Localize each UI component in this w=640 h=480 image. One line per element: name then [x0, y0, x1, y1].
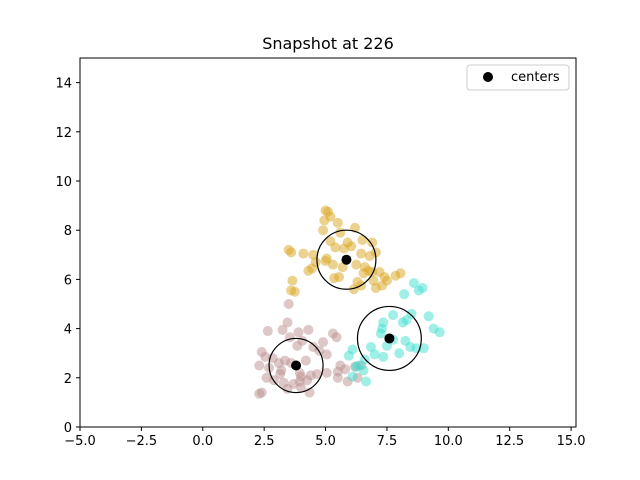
data-point	[351, 260, 361, 270]
data-point	[318, 337, 328, 347]
legend: centers	[467, 65, 569, 90]
data-point	[435, 327, 445, 337]
data-point	[333, 218, 343, 228]
data-point	[275, 369, 285, 379]
center-point	[291, 361, 301, 371]
legend-marker-centers	[483, 72, 493, 82]
data-point	[298, 249, 308, 259]
y-tick-label: 12	[55, 126, 72, 141]
y-tick-label: 8	[64, 224, 72, 239]
data-point	[284, 299, 294, 309]
data-point	[361, 376, 371, 386]
data-point	[254, 361, 264, 371]
y-tick-label: 14	[55, 77, 72, 92]
data-point	[357, 235, 367, 245]
data-point	[370, 349, 380, 359]
data-point	[348, 372, 358, 382]
data-point	[322, 349, 332, 359]
data-point	[263, 326, 273, 336]
x-tick-label: 0.0	[192, 434, 213, 449]
data-point	[329, 273, 339, 283]
legend-label-centers: centers	[511, 70, 560, 85]
data-point	[402, 315, 412, 325]
data-point	[278, 325, 288, 335]
y-tick-label: 2	[64, 372, 72, 387]
y-tick-label: 0	[64, 421, 72, 436]
data-point	[319, 215, 329, 225]
data-point	[351, 362, 361, 372]
data-point	[399, 289, 409, 299]
x-tick-label: −5.0	[64, 434, 96, 449]
chart-title: Snapshot at 226	[262, 34, 394, 53]
data-point	[294, 327, 304, 337]
center-point	[341, 255, 351, 265]
x-tick-label: 15.0	[557, 434, 586, 449]
data-point	[296, 372, 306, 382]
data-point	[318, 225, 328, 235]
x-tick-label: 5.0	[315, 434, 336, 449]
data-point	[376, 329, 386, 339]
data-point	[335, 228, 345, 238]
data-point	[301, 356, 311, 366]
x-tick-label: −2.5	[126, 434, 158, 449]
data-point	[303, 325, 313, 335]
data-point	[330, 242, 340, 252]
x-tick-label: 12.5	[495, 434, 524, 449]
data-point	[359, 268, 369, 278]
data-point	[344, 351, 354, 361]
y-tick-label: 6	[64, 273, 72, 288]
data-point	[292, 341, 302, 351]
data-point	[414, 285, 424, 295]
y-tick-label: 10	[55, 175, 72, 190]
y-tick-label: 4	[64, 323, 72, 338]
data-point	[328, 260, 338, 270]
data-point	[286, 247, 296, 257]
data-point	[378, 352, 388, 362]
data-point	[424, 311, 434, 321]
center-point	[384, 333, 394, 343]
x-tick-label: 7.5	[377, 434, 398, 449]
x-tick-label: 10.0	[434, 434, 463, 449]
data-point	[287, 276, 297, 286]
x-tick-label: 2.5	[254, 434, 275, 449]
data-point	[356, 249, 366, 259]
data-point	[346, 241, 356, 251]
data-point	[303, 266, 313, 276]
data-point	[394, 348, 404, 358]
data-point	[371, 283, 381, 293]
data-point	[388, 310, 398, 320]
data-point	[333, 373, 343, 383]
data-point	[286, 285, 296, 295]
data-point	[395, 268, 405, 278]
data-point	[254, 389, 264, 399]
data-point	[332, 332, 342, 342]
